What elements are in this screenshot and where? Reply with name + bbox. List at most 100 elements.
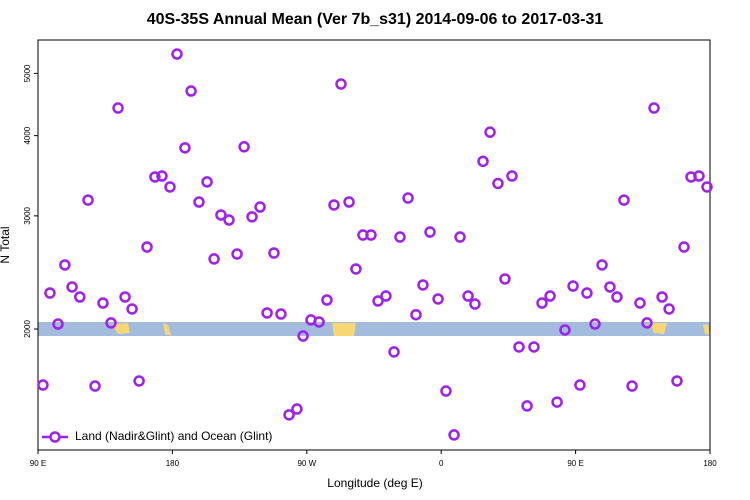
data-point — [432, 293, 444, 305]
data-point — [528, 341, 540, 353]
data-point — [663, 303, 675, 315]
data-point — [656, 291, 668, 303]
plot-frame — [37, 39, 711, 451]
y-tick-label: 4000 — [23, 126, 32, 144]
data-point — [581, 287, 593, 299]
data-point — [410, 308, 422, 321]
data-point — [604, 281, 616, 293]
data-point — [388, 346, 400, 358]
data-point — [74, 291, 86, 303]
data-point — [246, 211, 258, 223]
data-point — [417, 279, 429, 291]
x-tick-label: 180 — [703, 459, 717, 468]
data-point — [634, 297, 646, 309]
data-point — [574, 379, 586, 391]
data-point — [402, 192, 414, 204]
data-point — [678, 241, 690, 253]
data-point — [171, 48, 183, 60]
data-point — [261, 307, 273, 319]
ocean-band — [38, 322, 710, 336]
data-point — [193, 196, 205, 208]
data-point — [484, 126, 496, 138]
data-point — [448, 429, 460, 441]
data-point — [335, 78, 347, 90]
data-point — [596, 259, 608, 271]
data-point — [133, 375, 145, 387]
y-tick-label: 2000 — [23, 320, 32, 338]
data-point — [291, 403, 303, 415]
data-point — [126, 303, 138, 315]
data-point — [693, 170, 705, 182]
data-point — [321, 294, 333, 306]
data-point — [149, 171, 161, 183]
x-tick-label: 180 — [166, 459, 180, 468]
data-point — [626, 380, 638, 392]
data-point — [394, 231, 406, 243]
data-point — [499, 273, 511, 285]
data-point — [618, 194, 630, 206]
y-tick-label: 5000 — [23, 64, 32, 82]
data-point — [424, 226, 436, 238]
data-point — [208, 253, 220, 265]
data-point — [611, 291, 623, 303]
data-point — [119, 291, 131, 303]
y-tick-label: 3000 — [23, 206, 32, 224]
data-point — [201, 176, 213, 188]
data-point — [37, 379, 49, 391]
data-point — [254, 201, 266, 213]
data-point — [440, 385, 452, 397]
data-point — [589, 318, 601, 330]
data-point — [66, 281, 78, 293]
data-point — [469, 298, 481, 310]
data-point — [462, 290, 474, 302]
data-point — [275, 308, 287, 320]
data-point — [506, 170, 518, 182]
data-point — [567, 280, 579, 292]
data-point — [328, 199, 340, 211]
data-point — [641, 317, 653, 329]
legend-marker — [49, 431, 61, 443]
data-point — [380, 290, 392, 302]
data-point — [179, 142, 191, 154]
data-point — [97, 297, 109, 309]
data-point — [112, 102, 124, 114]
data-point — [82, 194, 94, 206]
data-point — [559, 324, 571, 336]
data-point — [343, 196, 355, 208]
data-point — [231, 248, 243, 260]
data-point — [215, 209, 227, 221]
y-axis-label: N Total — [0, 226, 12, 263]
data-point — [513, 341, 525, 353]
x-axis-label: Longitude (deg E) — [327, 476, 422, 490]
data-point — [521, 400, 533, 412]
x-tick-label: 90 E — [30, 459, 46, 468]
data-point — [536, 297, 548, 309]
data-point — [59, 259, 71, 271]
data-point — [223, 214, 235, 226]
data-point — [89, 380, 101, 392]
data-point — [671, 375, 683, 387]
data-point — [238, 141, 250, 153]
data-point — [372, 295, 384, 307]
data-point — [477, 155, 489, 168]
data-point — [268, 247, 280, 259]
data-point — [365, 229, 377, 241]
data-point — [297, 330, 309, 342]
land-strip — [112, 323, 710, 336]
data-point — [164, 181, 176, 193]
chart-title: 40S-35S Annual Mean (Ver 7b_s31) 2014-09… — [147, 11, 604, 28]
data-point — [283, 409, 295, 421]
data-point — [52, 318, 64, 330]
data-point — [105, 317, 117, 329]
data-point — [313, 316, 325, 328]
x-tick-label: 0 — [439, 459, 444, 468]
data-point — [648, 102, 660, 114]
data-point — [350, 263, 362, 275]
data-point — [454, 231, 466, 243]
data-point — [551, 396, 563, 408]
data-point — [156, 170, 168, 182]
data-point — [492, 177, 504, 190]
x-tick-label: 90 W — [297, 459, 316, 468]
legend-label: Land (Nadir&Glint) and Ocean (Glint) — [75, 429, 272, 443]
data-point — [44, 287, 56, 299]
